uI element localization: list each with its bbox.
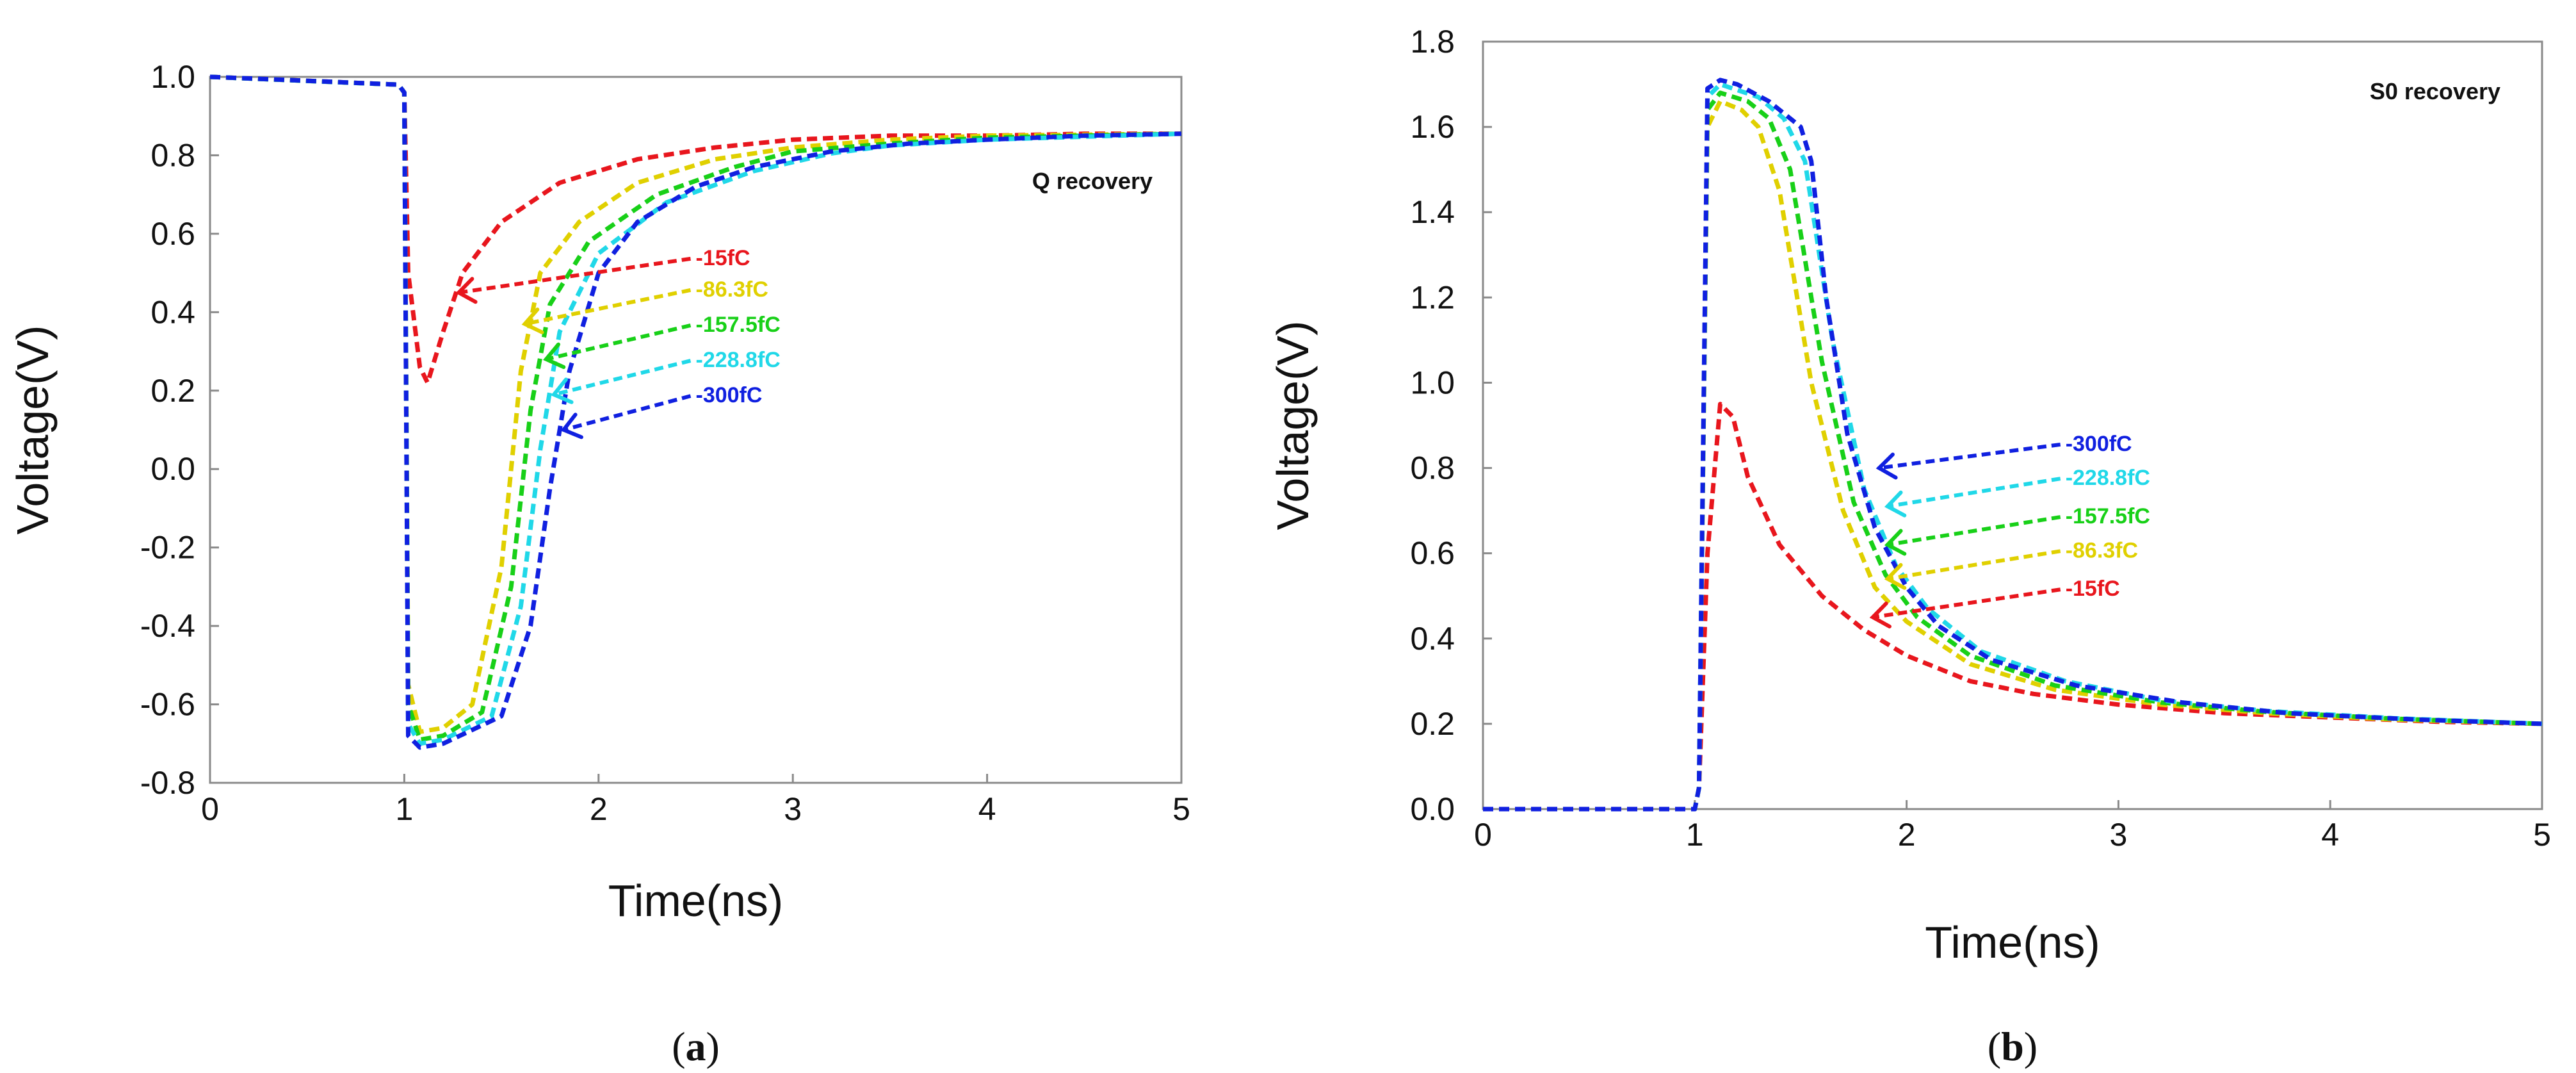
y-tick-label: 0.2 xyxy=(150,373,195,409)
series-line-157.5fC xyxy=(209,74,1182,742)
annotation-arrowhead xyxy=(1884,562,1907,590)
annotation-arrow xyxy=(1887,477,2061,509)
annotation-arrow xyxy=(1887,515,2061,547)
y-tick-label: 0.2 xyxy=(1410,706,1455,742)
series-line-228.8fC xyxy=(209,74,1182,746)
annotation-label: -15fC xyxy=(696,246,750,270)
annotation-arrowhead xyxy=(560,413,583,439)
annotation-arrow xyxy=(546,324,692,361)
series-line-157.5fC xyxy=(1483,90,2543,812)
annotation-arrow xyxy=(553,359,692,397)
y-tick-label: 0.6 xyxy=(1410,536,1455,571)
plot-title: S0 recovery xyxy=(2370,78,2500,104)
annotation-arrow xyxy=(458,256,691,295)
y-tick-label: 0.8 xyxy=(1410,450,1455,486)
annotation-label: -300fC xyxy=(2066,432,2132,456)
x-axis-label: Time(ns) xyxy=(608,876,784,926)
annotation-label: -15fC xyxy=(2066,577,2120,601)
annotation-arrow xyxy=(1887,549,2061,581)
series-line-300fC xyxy=(1483,78,2543,812)
series-line-300fC xyxy=(209,74,1182,750)
annotation-arrow xyxy=(563,394,692,432)
x-tick-label: 5 xyxy=(1172,791,1190,827)
series-line-15fC xyxy=(1483,402,2543,812)
x-tick-label: 4 xyxy=(978,791,996,827)
annotation-arrowhead xyxy=(1884,490,1907,518)
y-tick-label: -0.8 xyxy=(140,765,195,801)
y-tick-label: 0.8 xyxy=(150,137,195,173)
annotation-arrowhead xyxy=(1884,528,1907,556)
x-tick-label: 2 xyxy=(590,791,608,827)
x-tick-label: 5 xyxy=(2533,817,2551,853)
y-tick-label: 1.6 xyxy=(1410,109,1455,145)
y-tick-label: 1.0 xyxy=(1410,364,1455,400)
y-tick-label: 0.4 xyxy=(150,294,195,330)
x-tick-label: 3 xyxy=(784,791,802,827)
x-tick-label: 0 xyxy=(1474,817,1492,853)
annotation-arrow xyxy=(524,288,692,326)
y-tick-label: -0.4 xyxy=(140,608,195,644)
annotation-arrowhead xyxy=(521,307,544,334)
y-axis-label: Voltage(V) xyxy=(8,325,58,535)
x-tick-label: 3 xyxy=(2109,817,2127,853)
x-tick-label: 0 xyxy=(201,791,219,827)
series-line-86.3fC xyxy=(1483,99,2543,812)
x-tick-label: 4 xyxy=(2321,817,2339,853)
annotation-arrowhead xyxy=(551,377,574,404)
panel-label: (a) xyxy=(672,1024,720,1069)
panel-label: (b) xyxy=(1988,1024,2037,1069)
annotation-label: -228.8fC xyxy=(2066,466,2150,490)
annotation-label: -157.5fC xyxy=(696,313,781,337)
annotation-label: -157.5fC xyxy=(2066,504,2150,528)
y-tick-label: 0.4 xyxy=(1410,621,1455,657)
annotation-arrow xyxy=(1879,442,2061,470)
annotation-arrow xyxy=(1872,587,2061,619)
y-tick-label: 1.0 xyxy=(150,59,195,95)
y-tick-label: -0.6 xyxy=(140,687,195,723)
x-tick-label: 2 xyxy=(1898,817,1916,853)
y-tick-label: -0.2 xyxy=(140,530,195,566)
y-tick-label: 1.4 xyxy=(1410,194,1455,230)
annotation-label: -300fC xyxy=(696,383,763,407)
plot-frame xyxy=(209,76,1183,784)
annotation-arrowhead xyxy=(455,277,478,304)
plot-title: Q recovery xyxy=(1032,168,1153,194)
annotation-label: -86.3fC xyxy=(2066,538,2138,562)
y-tick-label: 1.8 xyxy=(1410,24,1455,60)
annotation-label: -86.3fC xyxy=(696,277,768,302)
y-tick-label: 0.0 xyxy=(150,451,195,487)
x-tick-label: 1 xyxy=(395,791,413,827)
plot-frame xyxy=(1482,40,2543,810)
chart-panel-b: 0.0 0.2 0.4 0.6 0.8 1.0 1.2 1.4 1.6 1.8 0 1 2 3 4 5 Time… xyxy=(1268,24,2551,1069)
y-tick-label: 1.2 xyxy=(1410,279,1455,315)
y-tick-label: 0.6 xyxy=(150,216,195,252)
annotation-arrowhead xyxy=(1869,602,1891,628)
x-axis-label: Time(ns) xyxy=(1925,917,2100,967)
series-line-228.8fC xyxy=(1483,82,2543,812)
chart-panel-a: -0.8 -0.6 -0.4 -0.2 0.0 0.2 0.4 0.6 0.8 1.0 0 1 2 3 4 5… xyxy=(8,59,1190,1069)
x-tick-label: 1 xyxy=(1686,817,1704,853)
y-axis-label: Voltage(V) xyxy=(1268,321,1318,530)
y-tick-label: 0.0 xyxy=(1410,791,1455,827)
annotation-label: -228.8fC xyxy=(696,348,781,372)
annotation-arrowhead xyxy=(1875,452,1898,480)
annotation-arrowhead xyxy=(543,342,566,370)
